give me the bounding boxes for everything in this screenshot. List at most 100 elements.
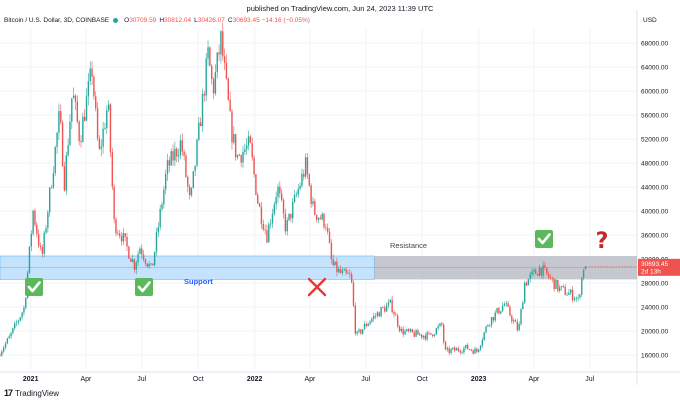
candle-body (220, 31, 222, 55)
candle-body (74, 95, 77, 102)
candle-body (236, 155, 239, 158)
candle-body (420, 334, 423, 338)
candle-body (282, 199, 285, 214)
candle-body (446, 348, 449, 350)
candle-body (391, 299, 393, 313)
candle-body (231, 111, 233, 143)
candle-body (203, 93, 206, 96)
candle-body (481, 339, 484, 346)
candle-body (2, 347, 5, 352)
candles (0, 22, 587, 357)
candle-body (518, 324, 520, 330)
candle-body (15, 322, 18, 324)
candle-body (49, 187, 51, 213)
candle-body (199, 122, 202, 127)
candle-body (223, 56, 226, 63)
candle-body (516, 322, 519, 330)
candle-body (117, 233, 119, 235)
tradingview-logo-icon: 17 (4, 388, 13, 398)
candle-body (174, 148, 176, 161)
footer[interactable]: 17 TradingView (4, 388, 59, 398)
candle-body (328, 231, 331, 243)
candle-body (345, 269, 347, 273)
candle-body (93, 76, 95, 97)
open-label: O (124, 17, 130, 24)
brand-name: TradingView (15, 388, 60, 398)
candle-body (244, 149, 246, 152)
candle-body (490, 317, 493, 326)
candle-body (218, 52, 220, 55)
x-tick-label: Oct (193, 376, 204, 383)
candle-body (546, 267, 548, 274)
candle-body (146, 263, 148, 267)
candle-body (194, 165, 196, 172)
candle-body (334, 261, 336, 266)
candle-body (280, 193, 283, 200)
candle-body (255, 174, 257, 195)
candle-body (325, 227, 327, 229)
candle-body (577, 297, 579, 299)
candle-body (227, 78, 229, 100)
candle-body (133, 259, 136, 270)
candle-body (78, 121, 80, 142)
candle-body (82, 116, 84, 143)
candle-body (264, 229, 266, 231)
candle-body (433, 334, 436, 337)
candle-body (555, 279, 557, 290)
candle-body (382, 307, 384, 308)
currency-label[interactable]: USD (643, 17, 657, 24)
candle-body (389, 299, 392, 303)
candle-body (373, 315, 375, 319)
y-tick-label: 24000.00 (641, 305, 668, 312)
candle-body (363, 324, 366, 330)
candle-body (14, 323, 16, 329)
y-tick-label: 64000.00 (641, 65, 668, 72)
y-tick-label: 48000.00 (641, 161, 668, 168)
candle-body (568, 292, 570, 295)
candle-body (247, 136, 250, 146)
market-status-dot (113, 17, 119, 23)
x-tick-label: Apr (80, 376, 92, 383)
candle-body (253, 157, 255, 175)
candle-body (104, 127, 106, 129)
question-mark: ? (596, 229, 609, 254)
candle-body (494, 312, 496, 321)
candle-body (492, 317, 495, 321)
candle-body (435, 328, 438, 335)
candle-body (411, 329, 414, 333)
candle-body (450, 349, 452, 353)
candle-body (439, 323, 441, 327)
candle-body (17, 320, 20, 323)
candle-body (461, 352, 463, 353)
candle-body (330, 242, 333, 260)
candle-body (148, 264, 150, 267)
candle-body (192, 171, 195, 188)
candle-body (89, 68, 91, 82)
candle-body (95, 96, 97, 109)
candle-body (360, 329, 362, 334)
candle-body (466, 344, 469, 350)
candle-body (32, 210, 34, 234)
candle-body (444, 341, 447, 350)
candle-body (144, 259, 147, 264)
candle-body (413, 332, 415, 337)
candle-body (251, 142, 253, 158)
candle-body (465, 344, 467, 348)
candle-body (65, 155, 67, 191)
candle-body (441, 323, 443, 325)
candle-body (393, 312, 395, 315)
candle-body (327, 227, 329, 232)
x-tick-label: Jul (137, 376, 146, 383)
y-tick-label: 20000.00 (641, 329, 668, 336)
candle-body (142, 254, 145, 260)
change-value: −14.16 (−0.05%) (261, 17, 310, 24)
y-tick-label: 60000.00 (641, 89, 668, 96)
candle-body (323, 213, 325, 228)
symbol-legend: Bitcoin / U.S. Dollar, 3D, COINBASE O3070… (4, 17, 310, 24)
candle-body (428, 332, 430, 334)
candle-body (91, 68, 93, 77)
candle-body (400, 328, 403, 332)
candle-body (30, 233, 32, 247)
candle-body (452, 347, 454, 350)
